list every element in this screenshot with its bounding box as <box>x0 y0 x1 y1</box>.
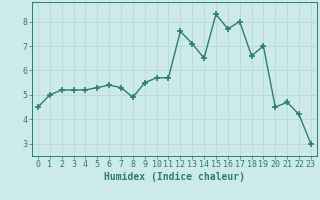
X-axis label: Humidex (Indice chaleur): Humidex (Indice chaleur) <box>104 172 245 182</box>
